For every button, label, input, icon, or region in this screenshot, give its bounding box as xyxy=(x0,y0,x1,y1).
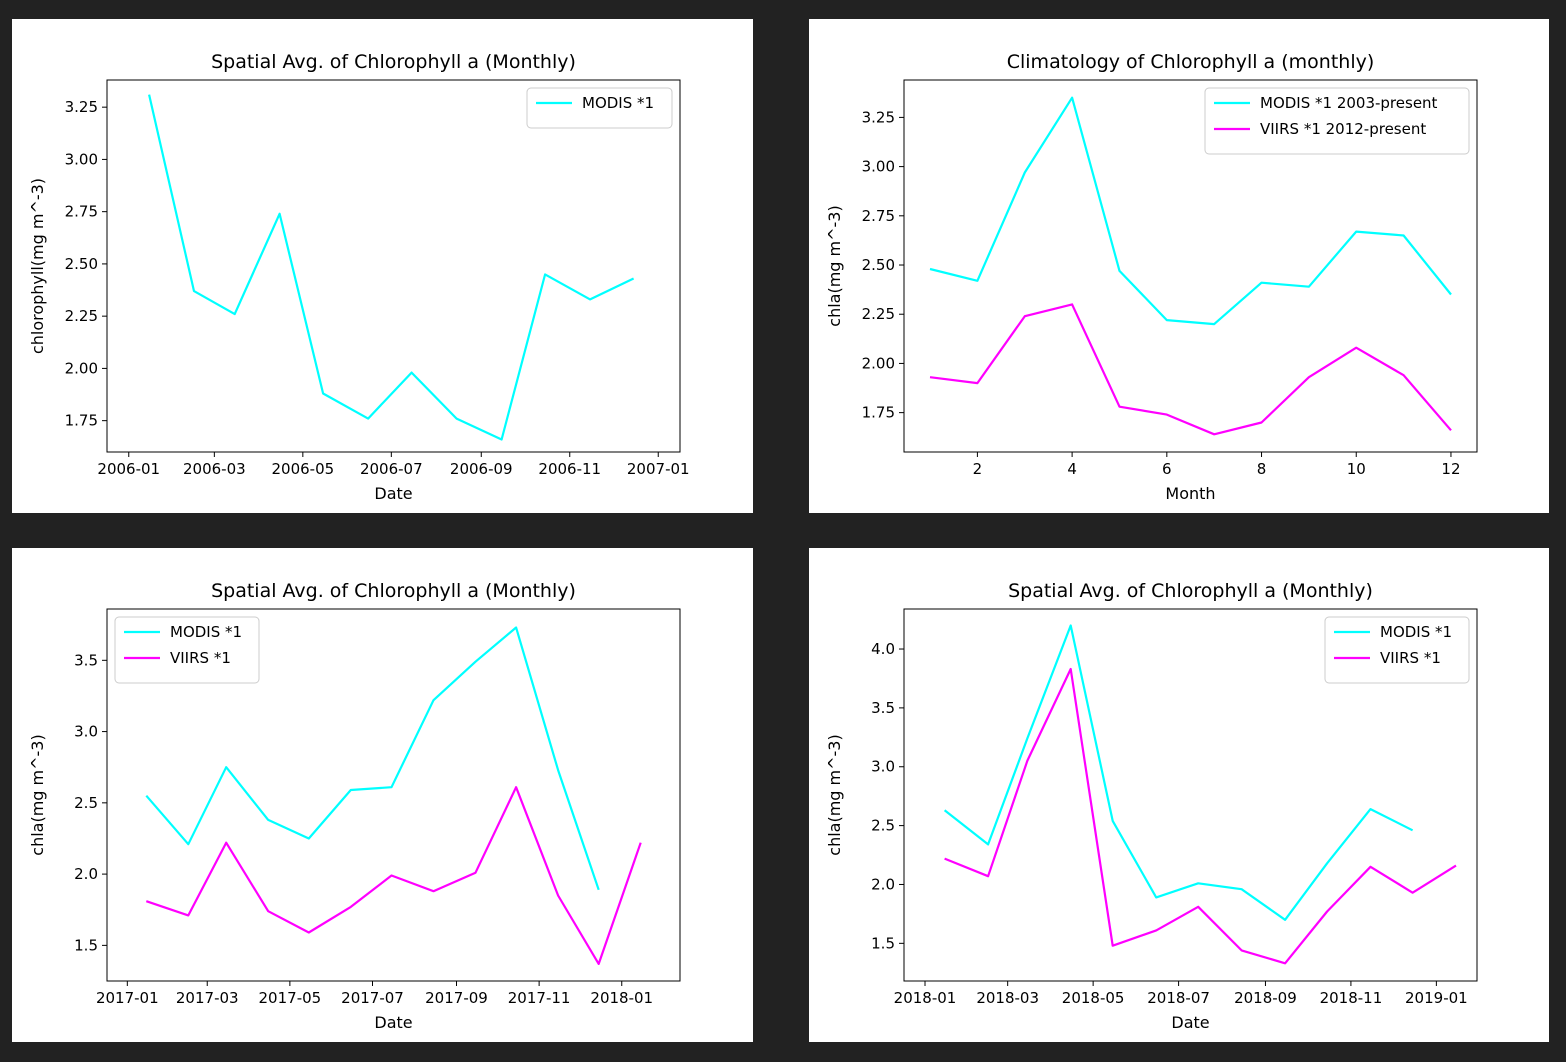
y-tick-label: 3.0 xyxy=(871,758,895,776)
y-axis-label: chla(mg m^-3) xyxy=(825,205,844,326)
plot-frame xyxy=(106,79,681,453)
x-tick-label: 2006-11 xyxy=(538,460,601,478)
y-tick-label: 3.25 xyxy=(65,98,98,116)
chart-title: Climatology of Chlorophyll a (monthly) xyxy=(1007,51,1375,73)
chart-panel-spatial-avg-2006: Spatial Avg. of Chlorophyll a (Monthly) 2… xyxy=(12,19,753,513)
legend: MODIS *1 VIIRS *1 xyxy=(114,616,260,684)
plot-frame xyxy=(106,608,681,982)
x-tick-label: 2006-09 xyxy=(450,460,513,478)
x-tick-label: 2 xyxy=(973,460,983,478)
y-axis-label: chla(mg m^-3) xyxy=(825,734,844,855)
x-tick-label: 12 xyxy=(1441,460,1460,478)
y-tick-label: 3.00 xyxy=(65,150,98,168)
legend: MODIS *1 xyxy=(526,87,673,129)
x-tick-label: 2018-07 xyxy=(1147,989,1210,1007)
y-tick-label: 2.5 xyxy=(871,817,895,835)
y-tick-label: 2.00 xyxy=(862,354,895,372)
y-axis-label: chlorophyll(mg m^-3) xyxy=(28,178,47,354)
x-axis-label: Month xyxy=(1165,484,1215,503)
y-tick-label: 4.0 xyxy=(871,640,895,658)
legend-label: MODIS *1 xyxy=(582,94,654,112)
series-line-1 xyxy=(145,786,642,965)
y-tick-label: 2.25 xyxy=(65,307,98,325)
chart-spatial-avg-2006: Spatial Avg. of Chlorophyll a (Monthly) 2… xyxy=(28,51,690,503)
legend-label: MODIS *1 xyxy=(170,623,242,641)
legend-box xyxy=(526,87,673,129)
x-tick-label: 2007-01 xyxy=(627,460,690,478)
x-tick-label: 2019-01 xyxy=(1405,989,1468,1007)
x-axis-label: Date xyxy=(1171,1013,1209,1032)
x-tick-label: 2017-05 xyxy=(259,989,322,1007)
plot-frame xyxy=(903,79,1478,453)
x-tick-label: 2017-11 xyxy=(508,989,571,1007)
legend-label: VIIRS *1 xyxy=(170,649,231,667)
y-tick-label: 2.0 xyxy=(74,865,98,883)
y-tick-label: 2.50 xyxy=(862,256,895,274)
y-tick-label: 2.0 xyxy=(871,875,895,893)
x-tick-label: 2018-01 xyxy=(894,989,957,1007)
x-tick-label: 2006-01 xyxy=(97,460,160,478)
x-tick-label: 8 xyxy=(1257,460,1267,478)
legend-label: VIIRS *1 2012-present xyxy=(1260,120,1426,138)
series-line-0 xyxy=(943,624,1414,921)
chart-panel-spatial-avg-2017: Spatial Avg. of Chlorophyll a (Monthly) 2… xyxy=(12,548,753,1042)
y-tick-label: 2.5 xyxy=(74,794,98,812)
y-tick-label: 3.00 xyxy=(862,158,895,176)
x-tick-label: 2018-03 xyxy=(976,989,1039,1007)
series-line-0 xyxy=(148,94,635,441)
legend: MODIS *1 2003-present VIIRS *1 2012-prese… xyxy=(1204,87,1470,155)
x-tick-label: 2006-03 xyxy=(183,460,246,478)
legend-label: MODIS *1 xyxy=(1380,623,1452,641)
series-line-0 xyxy=(929,96,1452,326)
y-tick-label: 1.5 xyxy=(871,934,895,952)
y-tick-label: 3.5 xyxy=(74,651,98,669)
legend-label: VIIRS *1 xyxy=(1380,649,1441,667)
x-tick-label: 4 xyxy=(1067,460,1077,478)
legend: MODIS *1 VIIRS *1 xyxy=(1324,616,1470,684)
y-tick-label: 2.00 xyxy=(65,359,98,377)
x-tick-label: 10 xyxy=(1347,460,1366,478)
x-tick-label: 6 xyxy=(1162,460,1172,478)
chart-title: Spatial Avg. of Chlorophyll a (Monthly) xyxy=(211,580,576,602)
plot-frame xyxy=(903,608,1478,982)
x-tick-label: 2018-11 xyxy=(1320,989,1383,1007)
x-axis-label: Date xyxy=(374,484,412,503)
y-tick-label: 2.75 xyxy=(65,203,98,221)
y-tick-label: 1.75 xyxy=(862,404,895,422)
chart-spatial-avg-2017: Spatial Avg. of Chlorophyll a (Monthly) 2… xyxy=(28,580,681,1032)
y-tick-label: 3.25 xyxy=(862,108,895,126)
x-tick-label: 2017-07 xyxy=(341,989,404,1007)
series-line-1 xyxy=(929,303,1452,436)
chart-spatial-avg-2018: Spatial Avg. of Chlorophyll a (Monthly) 2… xyxy=(825,580,1478,1032)
y-tick-label: 2.50 xyxy=(65,255,98,273)
y-tick-label: 1.5 xyxy=(74,936,98,954)
y-tick-label: 2.25 xyxy=(862,305,895,323)
x-tick-label: 2006-07 xyxy=(360,460,423,478)
chart-climatology: Climatology of Chlorophyll a (monthly) 2 4… xyxy=(825,51,1478,503)
legend-box xyxy=(1204,87,1470,155)
y-tick-label: 3.5 xyxy=(871,699,895,717)
x-tick-label: 2017-09 xyxy=(425,989,488,1007)
x-tick-label: 2006-05 xyxy=(271,460,334,478)
legend-label: MODIS *1 2003-present xyxy=(1260,94,1438,112)
x-tick-label: 2018-01 xyxy=(590,989,653,1007)
legend-box xyxy=(114,616,260,684)
legend-box xyxy=(1324,616,1470,684)
x-axis-label: Date xyxy=(374,1013,412,1032)
x-tick-label: 2018-05 xyxy=(1062,989,1125,1007)
chart-title: Spatial Avg. of Chlorophyll a (Monthly) xyxy=(1008,580,1373,602)
chart-title: Spatial Avg. of Chlorophyll a (Monthly) xyxy=(211,51,576,73)
series-line-0 xyxy=(145,626,600,891)
chart-panel-spatial-avg-2018: Spatial Avg. of Chlorophyll a (Monthly) 2… xyxy=(809,548,1549,1042)
y-axis-label: chla(mg m^-3) xyxy=(28,734,47,855)
chart-panel-climatology: Climatology of Chlorophyll a (monthly) 2 4… xyxy=(809,19,1549,513)
x-tick-label: 2018-09 xyxy=(1234,989,1297,1007)
y-tick-label: 3.0 xyxy=(74,723,98,741)
series-line-1 xyxy=(944,667,1457,965)
x-tick-label: 2017-03 xyxy=(176,989,239,1007)
y-tick-label: 2.75 xyxy=(862,207,895,225)
x-tick-label: 2017-01 xyxy=(96,989,159,1007)
y-tick-label: 1.75 xyxy=(65,412,98,430)
